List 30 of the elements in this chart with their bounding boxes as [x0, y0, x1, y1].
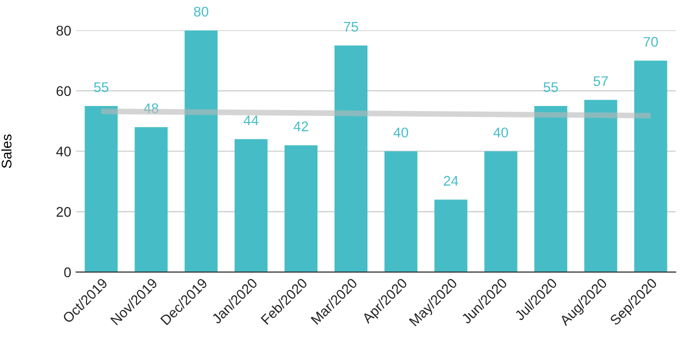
data-label: 48 — [144, 103, 158, 114]
data-label: 57 — [594, 76, 608, 86]
data-label: 70 — [644, 36, 658, 47]
y-axis-title: Sales — [1, 134, 12, 168]
data-label: 24 — [444, 176, 458, 186]
bar — [484, 151, 518, 272]
data-label: 42 — [294, 122, 308, 132]
bar — [184, 30, 218, 272]
bar — [584, 100, 618, 272]
data-label: 55 — [544, 82, 558, 92]
bar — [134, 127, 168, 272]
bar — [384, 151, 418, 272]
bar — [434, 200, 468, 272]
bar — [334, 46, 368, 272]
bar — [634, 60, 668, 272]
bar — [84, 106, 118, 272]
y-tick-label: 0 — [64, 267, 71, 278]
data-label: 40 — [493, 128, 508, 138]
bar — [284, 145, 318, 272]
y-tick-label: 40 — [56, 146, 71, 156]
data-label: 40 — [394, 128, 408, 138]
data-label: 55 — [94, 82, 108, 92]
y-tick-label: 80 — [56, 26, 71, 36]
bar — [234, 139, 268, 272]
data-label: 80 — [194, 6, 208, 17]
data-label: 75 — [344, 22, 358, 32]
bar — [534, 106, 568, 272]
y-tick-label: 20 — [56, 207, 71, 217]
y-tick-label: 60 — [56, 86, 71, 96]
data-label: 44 — [244, 116, 258, 126]
